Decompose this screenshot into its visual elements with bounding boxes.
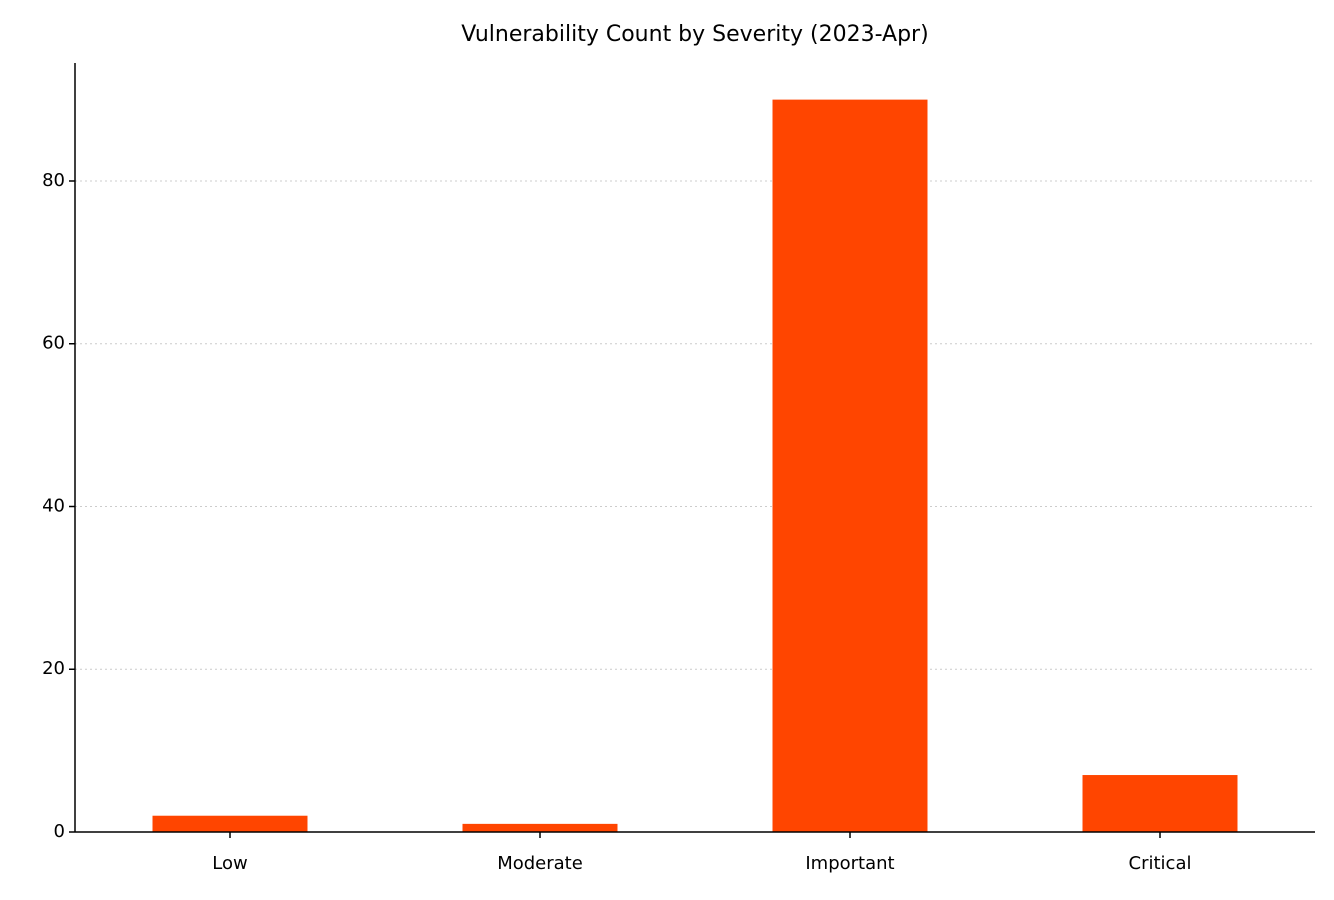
bar <box>1082 775 1238 832</box>
y-tick-label: 80 <box>42 170 65 191</box>
chart-title: Vulnerability Count by Severity (2023-Ap… <box>461 22 928 47</box>
x-tick-label: Important <box>805 853 894 874</box>
y-tick-label: 0 <box>54 821 65 842</box>
y-tick-label: 20 <box>42 658 65 679</box>
y-tick-label: 60 <box>42 333 65 354</box>
y-tick-label: 40 <box>42 495 65 516</box>
bar <box>152 815 308 832</box>
x-tick-label: Critical <box>1129 853 1192 874</box>
x-tick-label: Moderate <box>497 853 583 874</box>
x-tick-label: Low <box>212 853 247 874</box>
bar <box>772 99 928 833</box>
bar <box>462 823 618 832</box>
